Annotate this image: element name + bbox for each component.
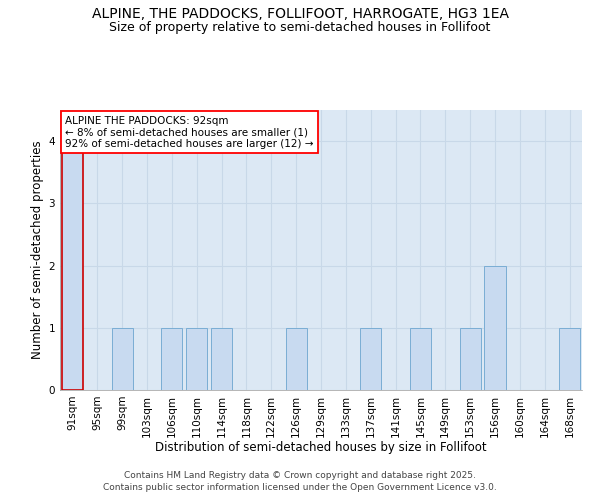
Bar	[360, 328, 381, 390]
Bar	[186, 328, 207, 390]
Bar	[161, 328, 182, 390]
Text: ALPINE, THE PADDOCKS, FOLLIFOOT, HARROGATE, HG3 1EA: ALPINE, THE PADDOCKS, FOLLIFOOT, HARROGA…	[91, 8, 509, 22]
Bar	[559, 328, 580, 390]
Text: Size of property relative to semi-detached houses in Follifoot: Size of property relative to semi-detach…	[109, 21, 491, 34]
Bar	[410, 328, 431, 390]
Bar	[286, 328, 307, 390]
Bar	[211, 328, 232, 390]
Y-axis label: Number of semi-detached properties: Number of semi-detached properties	[31, 140, 44, 360]
Bar	[460, 328, 481, 390]
Bar	[62, 141, 83, 390]
Bar	[112, 328, 133, 390]
Bar	[484, 266, 506, 390]
Text: ALPINE THE PADDOCKS: 92sqm
← 8% of semi-detached houses are smaller (1)
92% of s: ALPINE THE PADDOCKS: 92sqm ← 8% of semi-…	[65, 116, 314, 149]
X-axis label: Distribution of semi-detached houses by size in Follifoot: Distribution of semi-detached houses by …	[155, 441, 487, 454]
Text: Contains HM Land Registry data © Crown copyright and database right 2025.
Contai: Contains HM Land Registry data © Crown c…	[103, 471, 497, 492]
